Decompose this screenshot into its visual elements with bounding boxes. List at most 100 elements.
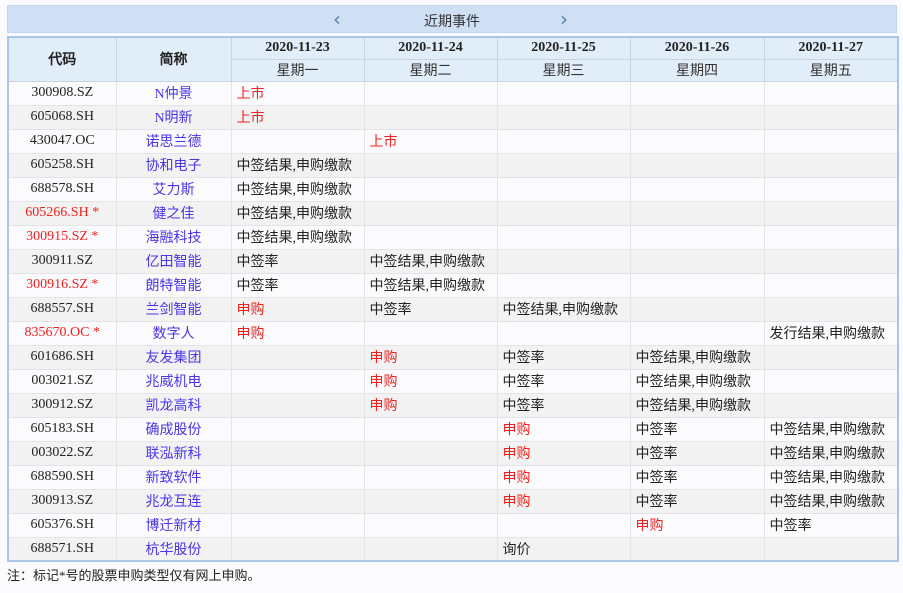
event-cell: 申购 <box>363 344 498 370</box>
stock-name-link[interactable]: 博迁新材 <box>115 512 232 538</box>
event-cell: 中签结果,申购缴款 <box>230 152 365 178</box>
event-cell: 中签率 <box>629 488 765 514</box>
event-cell: 中签结果,申购缴款 <box>363 248 498 274</box>
event-cell <box>629 80 765 106</box>
event-cell <box>629 200 765 226</box>
stock-name-link[interactable]: 海融科技 <box>115 224 232 250</box>
event-cell <box>363 176 498 202</box>
event-cell: 上市 <box>230 80 365 106</box>
table-row: 300916.SZ * 朗特智能 中签率 中签结果,申购缴款 <box>7 272 899 298</box>
table-row: 430047.OC 诺思兰德 上市 <box>7 128 899 154</box>
event-cell <box>496 200 631 226</box>
stock-code: 688557.SH <box>7 296 117 322</box>
footnote: 注：标记*号的股票申购类型仅有网上申购。 <box>7 568 261 583</box>
event-cell <box>363 488 498 514</box>
event-cell: 中签率 <box>230 272 365 298</box>
stock-code: 300916.SZ * <box>7 272 117 298</box>
column-header-weekday: 星期二 <box>363 58 498 82</box>
event-cell <box>230 536 365 562</box>
event-cell: 中签率 <box>763 512 899 538</box>
event-cell: 发行结果,申购缴款 <box>763 320 899 346</box>
event-cell <box>763 536 899 562</box>
stock-name-link[interactable]: 兰剑智能 <box>115 296 232 322</box>
event-cell: 中签率 <box>363 296 498 322</box>
stock-code: 300911.SZ <box>7 248 117 274</box>
event-cell <box>763 248 899 274</box>
stock-name-link[interactable]: 兆威机电 <box>115 368 232 394</box>
stock-name-link[interactable]: 联泓新科 <box>115 440 232 466</box>
event-cell <box>763 224 899 250</box>
event-cell <box>363 200 498 226</box>
stock-code: 688571.SH <box>7 536 117 562</box>
event-cell: 中签率 <box>496 368 631 394</box>
table-row: 688590.SH 新致软件 申购 中签率 中签结果,申购缴款 <box>7 464 899 490</box>
event-cell <box>629 176 765 202</box>
stock-name-link[interactable]: 杭华股份 <box>115 536 232 562</box>
event-cell: 中签结果,申购缴款 <box>763 488 899 514</box>
stock-code: 300915.SZ * <box>7 224 117 250</box>
stock-code: 605183.SH <box>7 416 117 442</box>
event-cell: 申购 <box>496 416 631 442</box>
stock-name-link[interactable]: 协和电子 <box>115 152 232 178</box>
event-cell <box>230 128 365 154</box>
event-cell: 中签结果,申购缴款 <box>763 416 899 442</box>
event-cell <box>230 392 365 418</box>
stock-name-link[interactable]: 数字人 <box>115 320 232 346</box>
event-cell <box>496 224 631 250</box>
events-header-bar: 近期事件 ‹ › <box>7 5 897 33</box>
event-cell <box>496 320 631 346</box>
event-cell: 中签率 <box>629 464 765 490</box>
table-row: 605068.SH N明新 上市 <box>7 104 899 130</box>
stock-code: 430047.OC <box>7 128 117 154</box>
stock-code: 003021.SZ <box>7 368 117 394</box>
event-cell <box>230 512 365 538</box>
stock-code: 688578.SH <box>7 176 117 202</box>
event-cell <box>763 104 899 130</box>
event-cell: 申购 <box>629 512 765 538</box>
stock-name-link[interactable]: 兆龙互连 <box>115 488 232 514</box>
event-cell: 申购 <box>496 464 631 490</box>
stock-name-link[interactable]: 凯龙高科 <box>115 392 232 418</box>
events-table: 代码 简称 2020-11-23 2020-11-24 2020-11-25 2… <box>7 36 899 562</box>
table-row: 688571.SH 杭华股份 询价 <box>7 536 899 562</box>
stock-name-link[interactable]: N明新 <box>115 104 232 130</box>
stock-name-link[interactable]: 健之佳 <box>115 200 232 226</box>
stock-name-link[interactable]: 新致软件 <box>115 464 232 490</box>
stock-name-link[interactable]: N仲景 <box>115 80 232 106</box>
stock-code: 601686.SH <box>7 344 117 370</box>
table-row: 688578.SH 艾力斯 中签结果,申购缴款 <box>7 176 899 202</box>
event-cell: 中签结果,申购缴款 <box>763 440 899 466</box>
stock-name-link[interactable]: 诺思兰德 <box>115 128 232 154</box>
chevron-right-icon[interactable]: › <box>560 7 568 31</box>
stock-name-link[interactable]: 亿田智能 <box>115 248 232 274</box>
event-cell <box>763 152 899 178</box>
event-cell: 中签结果,申购缴款 <box>230 200 365 226</box>
event-cell <box>629 320 765 346</box>
stock-code: 605258.SH <box>7 152 117 178</box>
column-header-weekday: 星期五 <box>763 58 899 82</box>
stock-name-link[interactable]: 朗特智能 <box>115 272 232 298</box>
event-cell <box>629 104 765 130</box>
event-cell <box>496 104 631 130</box>
event-cell <box>496 152 631 178</box>
event-cell: 申购 <box>230 320 365 346</box>
table-row: 300913.SZ 兆龙互连 申购 中签率 中签结果,申购缴款 <box>7 488 899 514</box>
stock-name-link[interactable]: 友发集团 <box>115 344 232 370</box>
chevron-left-icon[interactable]: ‹ <box>333 7 341 31</box>
stock-name-link[interactable]: 艾力斯 <box>115 176 232 202</box>
column-header-date: 2020-11-27 <box>763 36 899 60</box>
event-cell <box>763 200 899 226</box>
column-header-date: 2020-11-24 <box>363 36 498 60</box>
event-cell: 中签结果,申购缴款 <box>230 176 365 202</box>
event-cell: 申购 <box>230 296 365 322</box>
stock-name-link[interactable]: 确成股份 <box>115 416 232 442</box>
event-cell: 中签结果,申购缴款 <box>629 368 765 394</box>
table-row: 835670.OC * 数字人 申购 发行结果,申购缴款 <box>7 320 899 346</box>
stock-code: 300913.SZ <box>7 488 117 514</box>
event-cell <box>496 128 631 154</box>
event-cell: 中签率 <box>496 344 631 370</box>
event-cell <box>629 248 765 274</box>
stock-code: 605266.SH * <box>7 200 117 226</box>
column-header-date: 2020-11-26 <box>629 36 765 60</box>
event-cell: 中签率 <box>496 392 631 418</box>
